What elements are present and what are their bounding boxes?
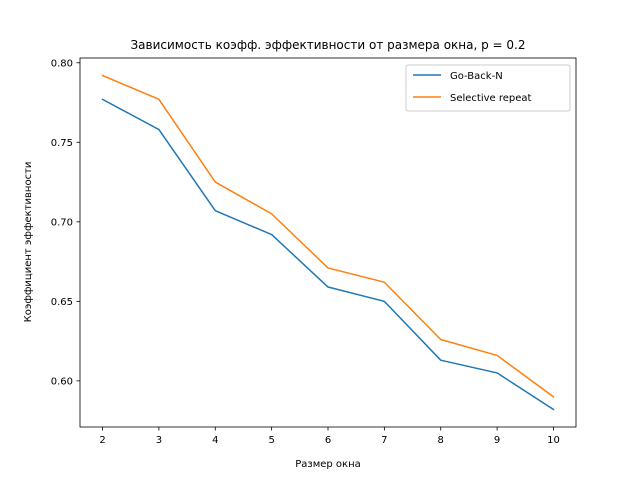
y-tick-label: 0.65 (51, 297, 73, 308)
legend-label-selective-repeat: Selective repeat (450, 93, 532, 104)
y-tick-label: 0.60 (51, 376, 73, 387)
y-tick-label: 0.75 (51, 138, 73, 149)
x-tick-label: 7 (381, 435, 387, 446)
chart-title: Зависимость коэфф. эффективности от разм… (130, 38, 525, 52)
y-tick-label: 0.70 (51, 217, 73, 228)
legend-box (405, 64, 571, 112)
series-layer (101, 74, 555, 411)
x-tick-label: 10 (547, 435, 560, 446)
series-line-selective-repeat (101, 74, 555, 398)
legend-label-go-back-n: Go-Back-N (450, 71, 503, 82)
x-tick-label: 5 (268, 435, 274, 446)
y-axis-label: Коэффициент эффективности (23, 162, 34, 323)
x-tick-label: 4 (212, 435, 218, 446)
x-tick-label: 6 (325, 435, 331, 446)
y-axis-ticks: 0.60 0.65 0.70 0.75 0.80 (51, 58, 80, 387)
x-tick-label: 2 (99, 435, 105, 446)
x-axis-label: Размер окна (295, 459, 361, 470)
x-axis-ticks: 2 3 4 5 6 7 8 9 10 (99, 427, 560, 446)
x-tick-label: 8 (438, 435, 444, 446)
y-tick-label: 0.80 (51, 58, 73, 69)
x-tick-label: 3 (156, 435, 162, 446)
legend: Go-Back-N Selective repeat (405, 64, 571, 112)
x-tick-label: 9 (494, 435, 500, 446)
series-line-go-back-n (101, 98, 555, 411)
